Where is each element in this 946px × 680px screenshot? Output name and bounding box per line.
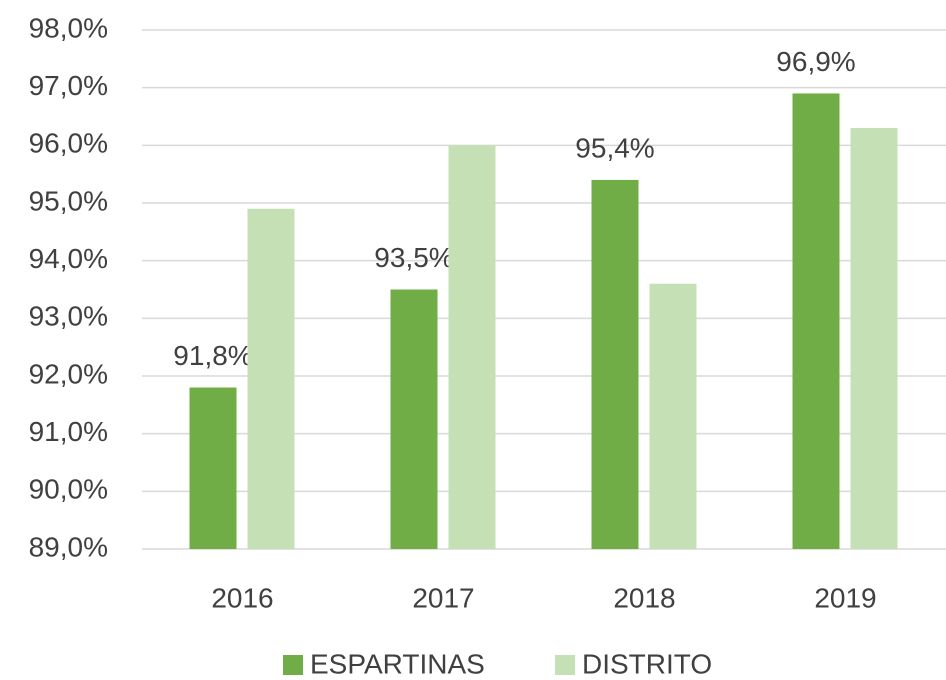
x-tick-label: 2017 bbox=[412, 582, 474, 613]
data-label: 95,4% bbox=[575, 132, 654, 163]
legend-swatch bbox=[555, 655, 575, 675]
y-tick-label: 98,0% bbox=[29, 12, 108, 43]
y-tick-label: 93,0% bbox=[29, 301, 108, 332]
x-tick-label: 2016 bbox=[211, 582, 273, 613]
bar bbox=[247, 208, 295, 549]
data-label: 91,8% bbox=[173, 340, 252, 371]
legend-swatch bbox=[283, 655, 303, 675]
y-tick-label: 90,0% bbox=[29, 474, 108, 505]
x-tick-label: 2019 bbox=[814, 582, 876, 613]
y-tick-label: 96,0% bbox=[29, 128, 108, 159]
bar bbox=[448, 145, 496, 550]
bar bbox=[850, 128, 898, 550]
bar bbox=[649, 283, 697, 549]
y-tick-label: 97,0% bbox=[29, 70, 108, 101]
legend-label: DISTRITO bbox=[582, 648, 712, 679]
x-tick-label: 2018 bbox=[613, 582, 675, 613]
y-tick-label: 92,0% bbox=[29, 358, 108, 389]
data-label: 96,9% bbox=[776, 46, 855, 77]
bar bbox=[390, 289, 438, 549]
bar bbox=[792, 93, 840, 549]
data-label: 93,5% bbox=[374, 242, 453, 273]
legend-label: ESPARTINAS bbox=[310, 648, 485, 679]
y-tick-label: 95,0% bbox=[29, 185, 108, 216]
y-tick-label: 89,0% bbox=[29, 531, 108, 562]
y-tick-label: 91,0% bbox=[29, 416, 108, 447]
y-tick-label: 94,0% bbox=[29, 243, 108, 274]
bar bbox=[189, 387, 237, 549]
bar bbox=[591, 179, 639, 549]
